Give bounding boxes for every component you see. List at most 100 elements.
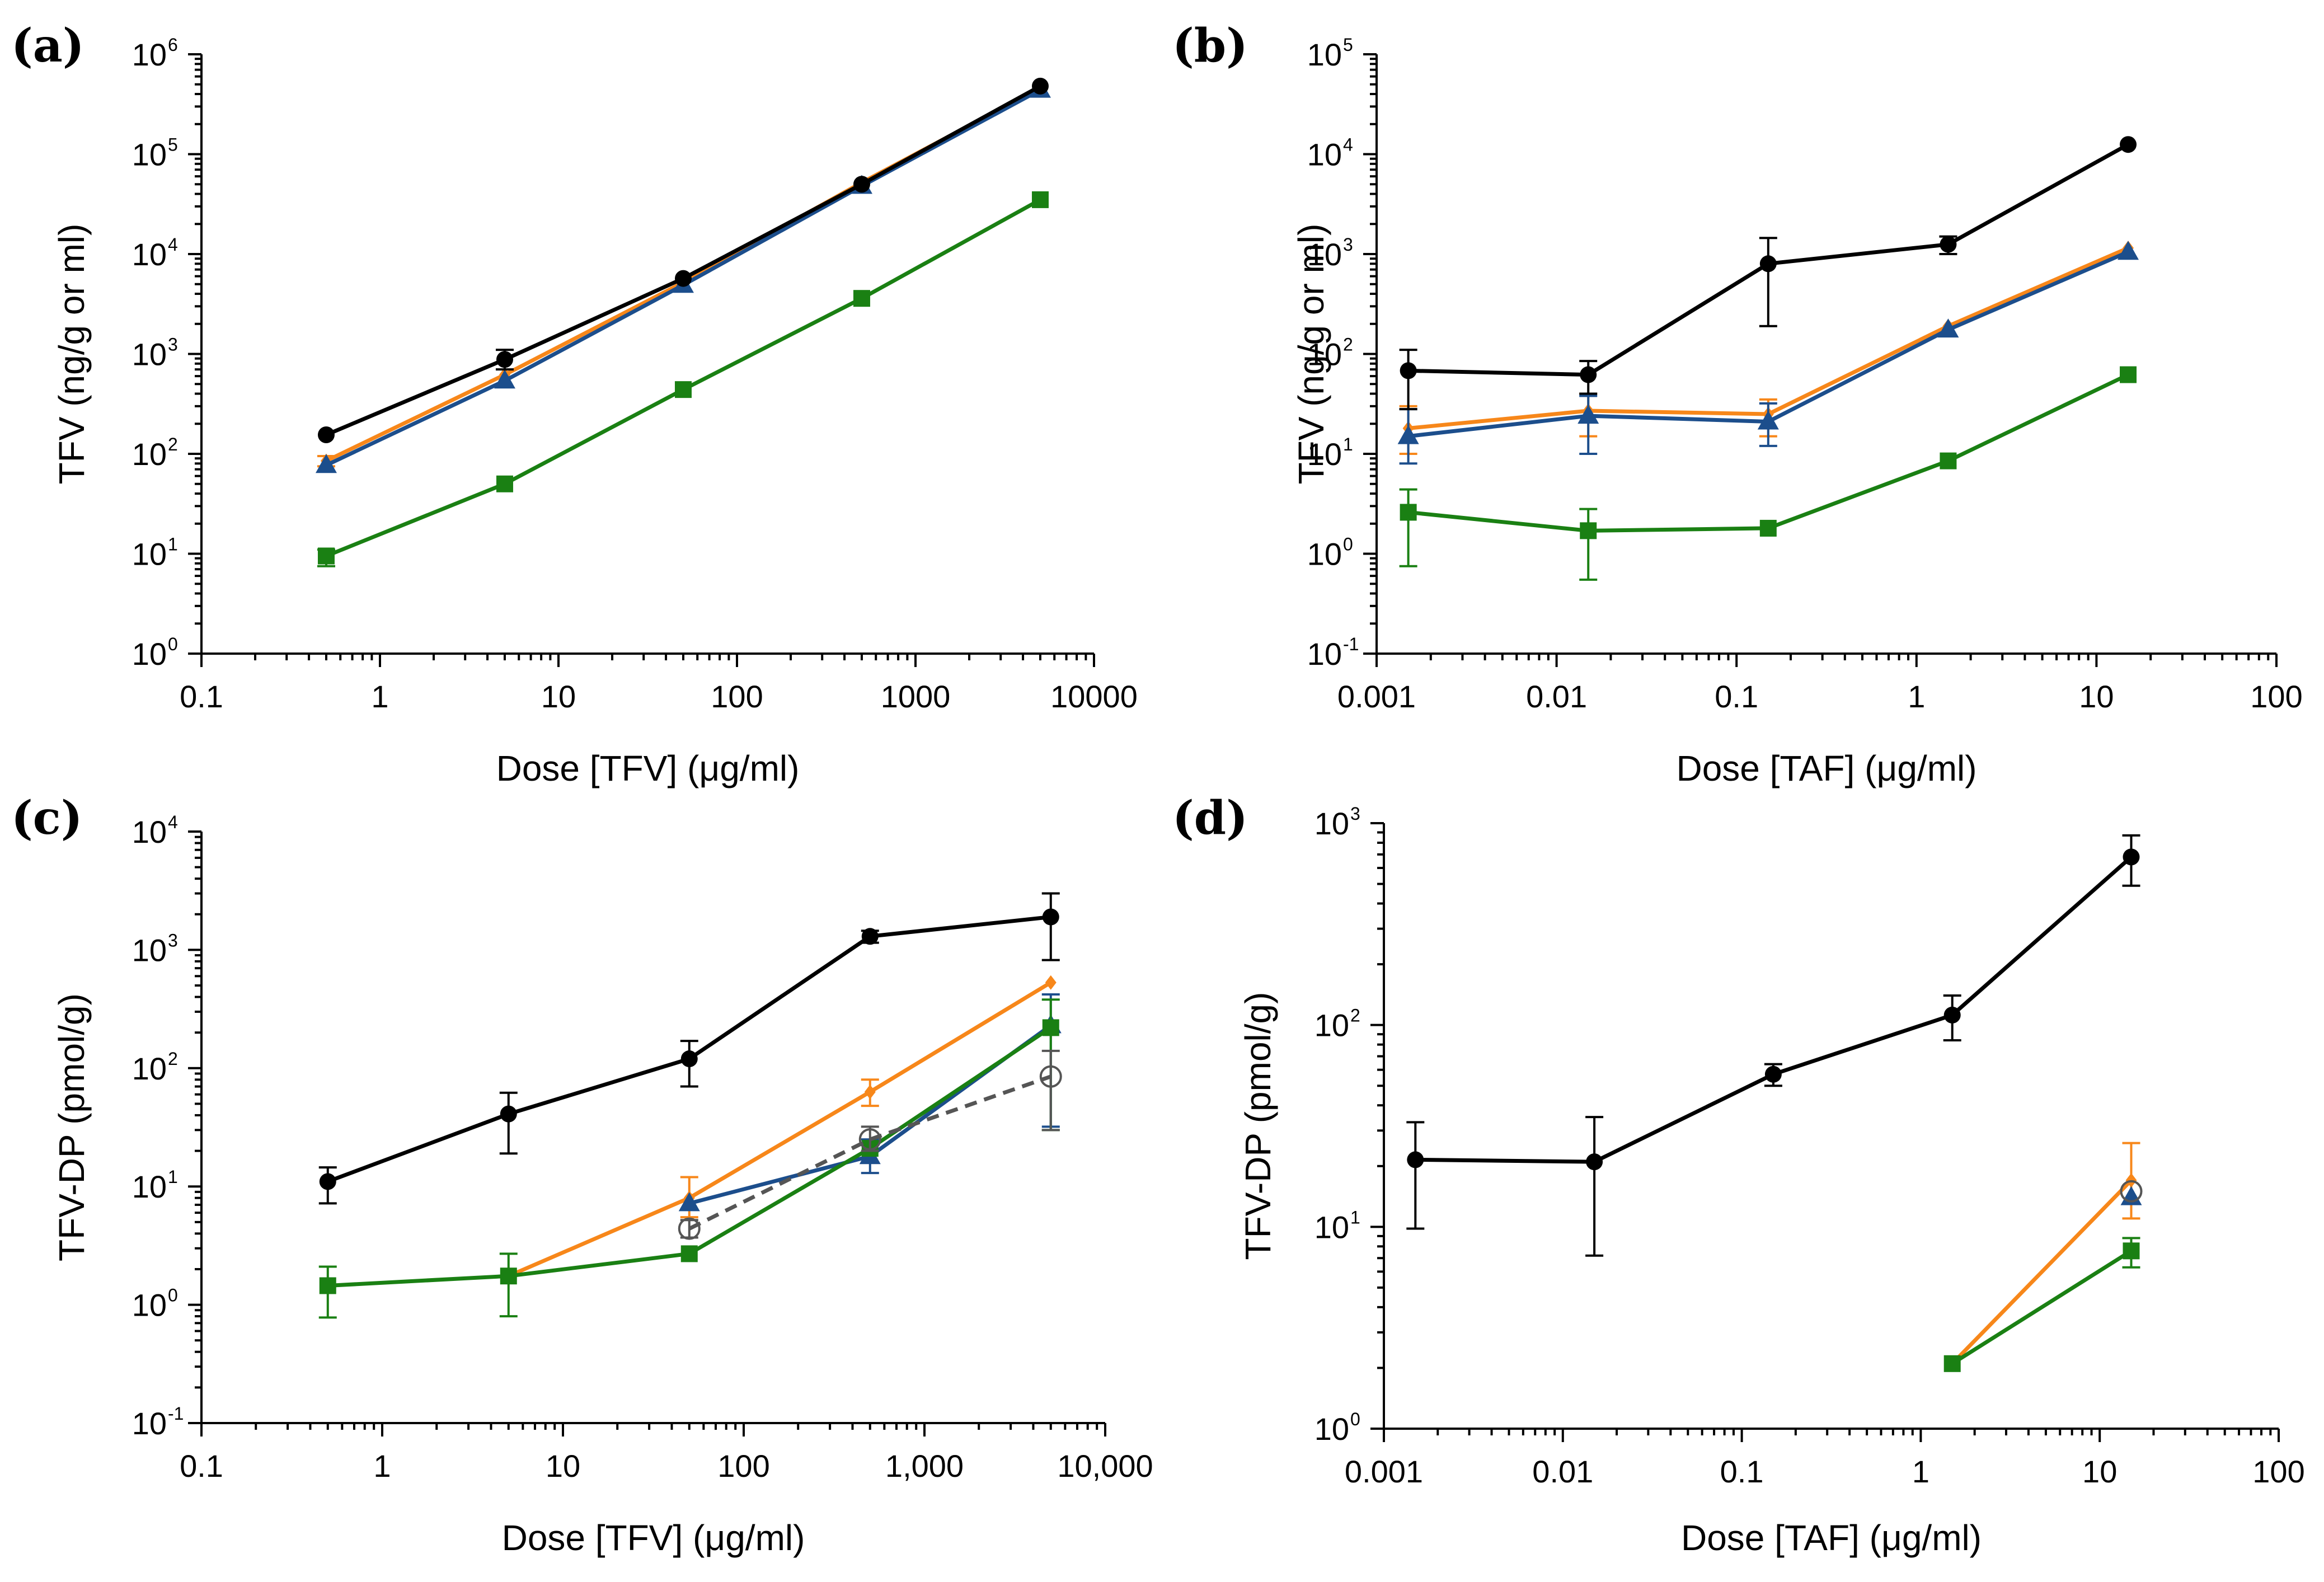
y-tick-exponent: 3 — [168, 930, 178, 950]
data-point-triangle — [1757, 410, 1779, 430]
x-tick-label: 10 — [546, 1448, 580, 1484]
x-tick-label: 1 — [1912, 1454, 1929, 1489]
x-axis-title: Dose [TAF] (μg/ml) — [1681, 1518, 1982, 1558]
series-line — [1408, 373, 2129, 533]
data-point-square — [319, 1277, 336, 1294]
data-point-circle — [1400, 362, 1417, 379]
y-tick-label: 10 — [132, 37, 167, 72]
data-point-triangle — [1937, 318, 1959, 338]
y-tick-label: 10 — [132, 1169, 167, 1204]
series-black — [1399, 136, 2137, 411]
data-point-open-circle — [1039, 1065, 1062, 1088]
y-tick-exponent: 2 — [168, 1049, 178, 1069]
data-point-circle — [317, 426, 335, 444]
x-tick-label: 100 — [2252, 1454, 2304, 1489]
y-axis-title: TFV (ng/g or ml) — [1291, 224, 1331, 485]
y-axis-title: TFV (ng/g or ml) — [51, 224, 92, 485]
series-green — [317, 191, 1049, 567]
x-axis-title: Dose [TAF] (μg/ml) — [1676, 748, 1976, 788]
x-tick-label: 1 — [371, 679, 388, 714]
series-line — [688, 1024, 1052, 1205]
panel-label: (d) — [1172, 791, 1248, 845]
series-line — [1415, 855, 2133, 1164]
y-tick-exponent: 6 — [168, 35, 178, 55]
y-tick-exponent: 4 — [168, 812, 178, 832]
data-point-circle — [674, 270, 692, 287]
y-axis-title: TFV-DP (pmol/g) — [1238, 992, 1278, 1260]
y-tick-label: 10 — [132, 1288, 167, 1323]
x-tick-label: 1,000 — [885, 1448, 964, 1484]
series-line — [1951, 1179, 2133, 1365]
series-black — [1406, 834, 2140, 1257]
data-point-square — [1400, 504, 1417, 521]
y-tick-label: 10 — [132, 137, 167, 172]
x-tick-label: 10 — [2082, 1454, 2117, 1489]
y-tick-exponent: 2 — [1350, 1006, 1360, 1026]
y-axis-title: TFV-DP (pmol/g) — [51, 993, 92, 1261]
x-tick-label: 10,000 — [1057, 1448, 1153, 1484]
data-point-square — [317, 547, 335, 565]
y-tick-label: 10 — [1307, 237, 1342, 272]
panel-label: (a) — [11, 19, 84, 73]
x-tick-label: 1 — [373, 1448, 391, 1484]
data-point-circle — [1764, 1065, 1782, 1083]
series-green — [1399, 366, 2137, 581]
y-tick-exponent: 1 — [1350, 1207, 1360, 1227]
data-point-circle — [319, 1173, 336, 1190]
y-tick-label: 10 — [132, 237, 167, 272]
x-tick-label: 0.1 — [180, 679, 223, 714]
series-orange — [503, 975, 1057, 1284]
y-tick-label: 10 — [132, 636, 167, 672]
data-point-open-circle — [2120, 1180, 2143, 1203]
data-point-circle — [1759, 255, 1777, 273]
x-tick-label: 100 — [717, 1448, 769, 1484]
y-tick-exponent: 1 — [168, 1167, 178, 1187]
data-point-circle — [1042, 908, 1059, 926]
series-orange — [1946, 1142, 2140, 1371]
panel-label: (c) — [11, 791, 83, 845]
data-point-circle — [1586, 1153, 1603, 1171]
series-black — [317, 77, 1049, 444]
data-point-circle — [1031, 77, 1049, 95]
y-tick-label: 10 — [1314, 806, 1349, 841]
x-tick-label: 0.01 — [1532, 1454, 1593, 1489]
y-tick-exponent: 3 — [1343, 234, 1353, 255]
y-tick-exponent: -1 — [168, 1403, 184, 1424]
data-point-circle — [680, 1050, 698, 1068]
x-tick-label: 0.1 — [1720, 1454, 1764, 1489]
series-line — [325, 198, 1041, 558]
data-point-open-circle — [678, 1217, 701, 1240]
x-tick-label: 0.001 — [1345, 1454, 1423, 1489]
data-point-triangle — [494, 369, 515, 389]
data-point-circle — [2120, 136, 2137, 153]
series-gray-open — [2120, 1180, 2143, 1203]
x-tick-label: 1 — [1908, 679, 1925, 714]
y-tick-exponent: 3 — [1350, 804, 1360, 824]
data-point-diamond — [1045, 975, 1057, 990]
y-tick-label: 10 — [1307, 137, 1342, 172]
data-point-square — [853, 290, 870, 307]
x-tick-label: 0.1 — [180, 1448, 223, 1484]
data-point-triangle — [1577, 405, 1599, 424]
y-tick-label: 10 — [132, 1406, 167, 1441]
y-tick-label: 10 — [132, 1051, 167, 1086]
y-tick-exponent: 4 — [168, 234, 178, 255]
x-tick-label: 100 — [2250, 679, 2302, 714]
x-tick-label: 1000 — [881, 679, 951, 714]
x-tick-label: 0.01 — [1526, 679, 1587, 714]
y-tick-exponent: 5 — [1343, 35, 1353, 55]
x-tick-label: 0.1 — [1715, 679, 1758, 714]
y-tick-exponent: 0 — [168, 1285, 178, 1306]
series-black — [318, 892, 1060, 1205]
data-point-triangle — [1397, 425, 1419, 444]
y-tick-label: 10 — [132, 814, 167, 849]
y-tick-label: 10 — [1307, 337, 1342, 372]
data-point-square — [680, 1245, 698, 1262]
data-point-square — [1042, 1019, 1059, 1036]
y-tick-label: 10 — [1314, 1411, 1349, 1447]
data-point-square — [1031, 191, 1049, 208]
